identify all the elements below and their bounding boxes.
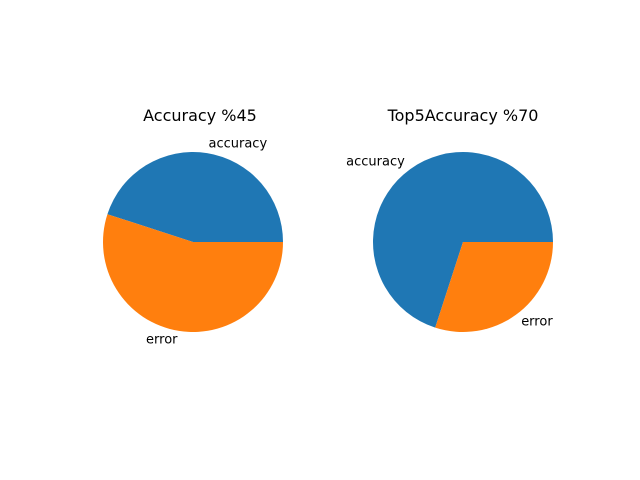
pie-slice-error <box>102 214 283 332</box>
pie-chart-top5-accuracy: Top5Accuracy %70 accuracy error <box>346 106 553 332</box>
slice-label-error: error <box>521 315 553 330</box>
pie-chart-accuracy: Accuracy %45 accuracy error <box>102 106 284 347</box>
pie-slice-accuracy <box>373 152 553 328</box>
pie-slice-accuracy <box>107 152 284 242</box>
slice-label-error: error <box>146 332 178 347</box>
chart-title-accuracy: Accuracy %45 <box>143 106 257 125</box>
slice-label-accuracy: accuracy <box>208 137 267 152</box>
pie-slice-error <box>435 242 553 332</box>
chart-title-top5-accuracy: Top5Accuracy %70 <box>387 106 539 125</box>
slice-label-accuracy: accuracy <box>346 154 405 169</box>
